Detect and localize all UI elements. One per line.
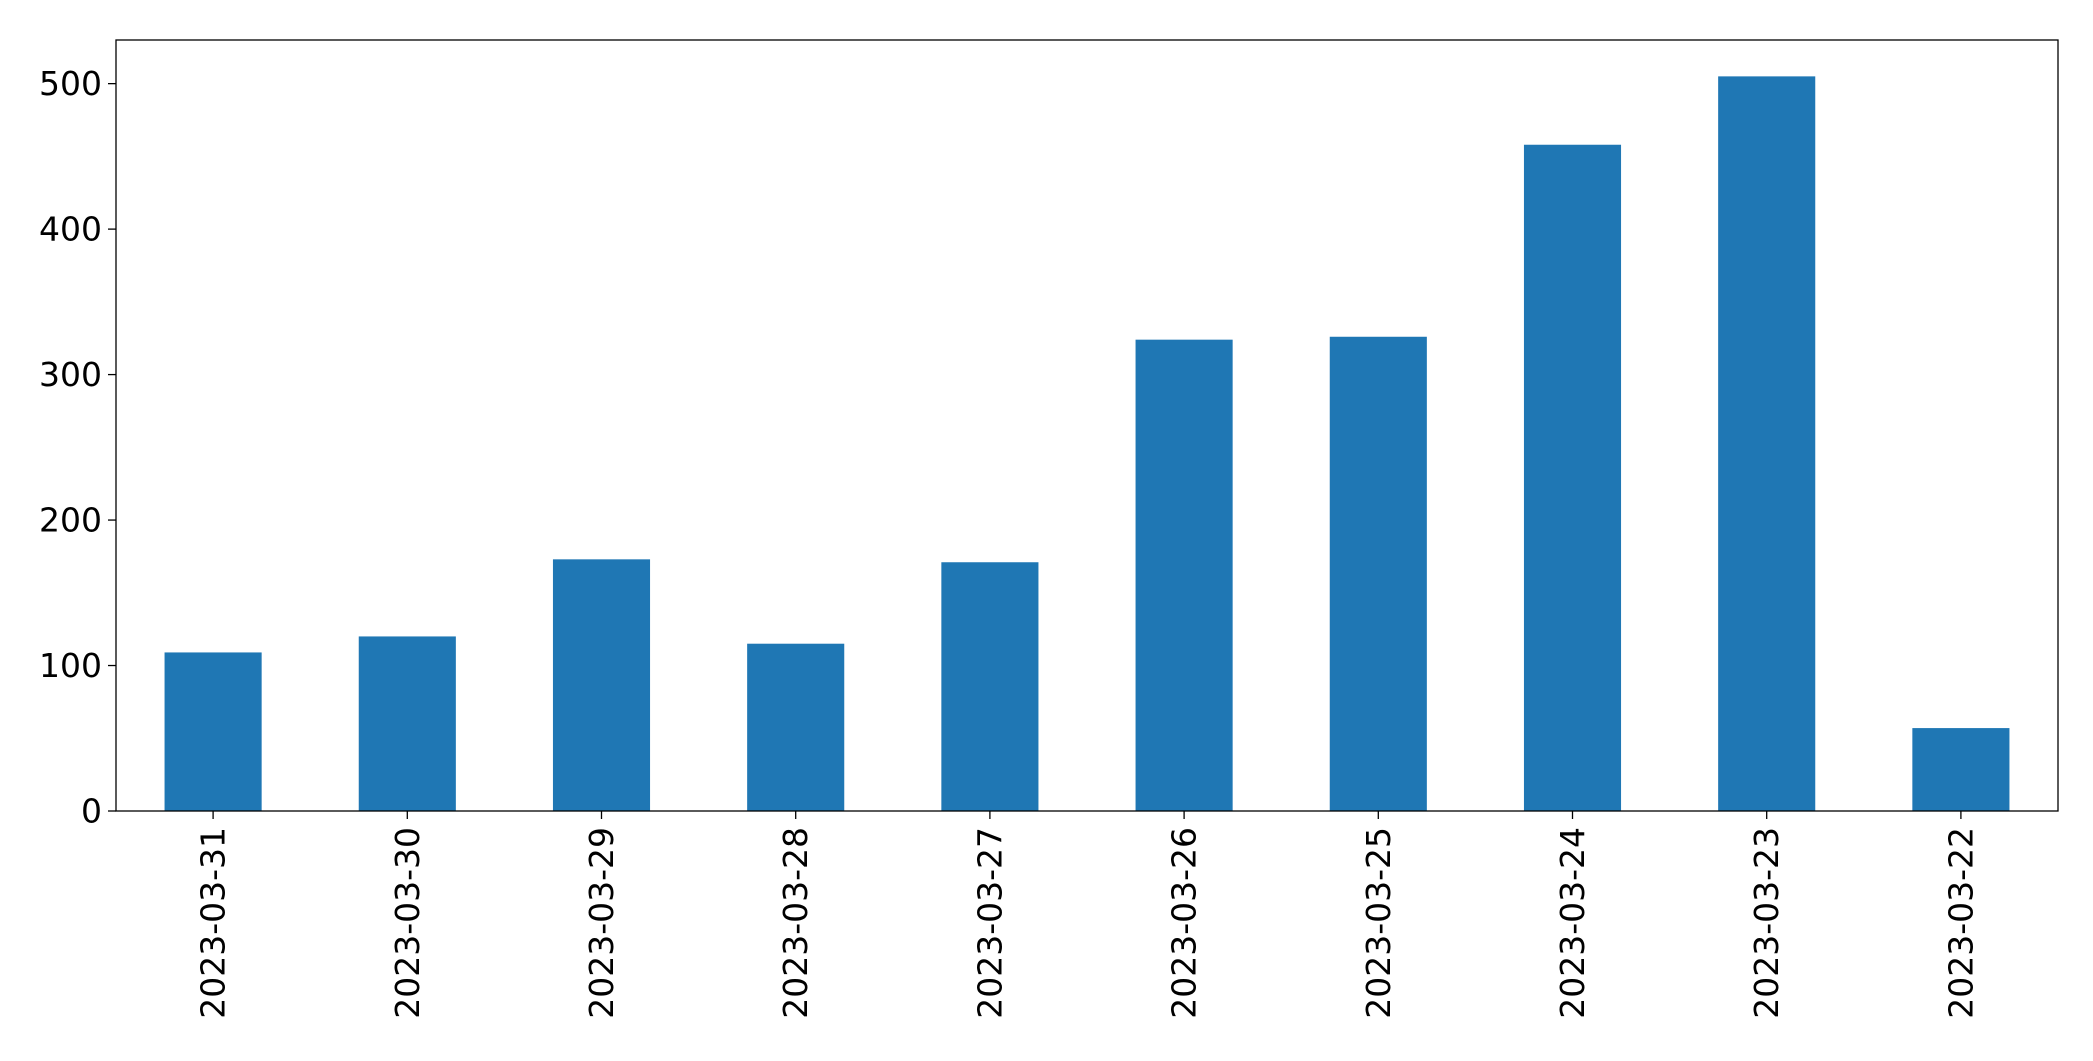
bar-2023-03-31 bbox=[164, 652, 262, 811]
x-tick-label: 2023-03-30 bbox=[388, 827, 427, 1019]
bar-2023-03-24 bbox=[1523, 144, 1622, 811]
x-tick-label: 2023-03-24 bbox=[1553, 827, 1592, 1019]
bar-2023-03-28 bbox=[747, 643, 845, 811]
y-tick-label: 300 bbox=[39, 355, 102, 394]
x-tick-label: 2023-03-28 bbox=[776, 827, 815, 1019]
y-tick-label: 500 bbox=[39, 64, 102, 103]
bar-2023-03-23 bbox=[1718, 76, 1816, 812]
bar-2023-03-30 bbox=[358, 636, 456, 811]
bar-2023-03-26 bbox=[1135, 339, 1233, 811]
bar-2023-03-22 bbox=[1912, 728, 2010, 811]
x-tick-label: 2023-03-31 bbox=[194, 827, 233, 1019]
y-tick-label: 400 bbox=[39, 210, 102, 249]
bar-2023-03-29 bbox=[552, 559, 651, 811]
x-tick-label: 2023-03-27 bbox=[970, 827, 1009, 1019]
x-tick-label: 2023-03-29 bbox=[582, 827, 621, 1019]
x-tick-label: 2023-03-23 bbox=[1747, 827, 1786, 1019]
x-tick-label: 2023-03-25 bbox=[1359, 827, 1398, 1019]
y-tick-label: 0 bbox=[81, 792, 102, 831]
bars-group bbox=[164, 76, 2010, 812]
bar-2023-03-27 bbox=[941, 562, 1039, 811]
bar-2023-03-25 bbox=[1329, 336, 1427, 811]
y-axis: 0 100 200 300 400 500 bbox=[39, 64, 116, 831]
y-tick-label: 200 bbox=[39, 501, 102, 540]
x-tick-label: 2023-03-22 bbox=[1941, 827, 1980, 1019]
x-axis: 2023-03-31 2023-03-30 2023-03-29 2023-03-28… bbox=[194, 811, 1980, 1019]
y-tick-label: 100 bbox=[39, 646, 102, 685]
plot-frame bbox=[115, 39, 2059, 812]
x-tick-label: 2023-03-26 bbox=[1165, 827, 1204, 1019]
